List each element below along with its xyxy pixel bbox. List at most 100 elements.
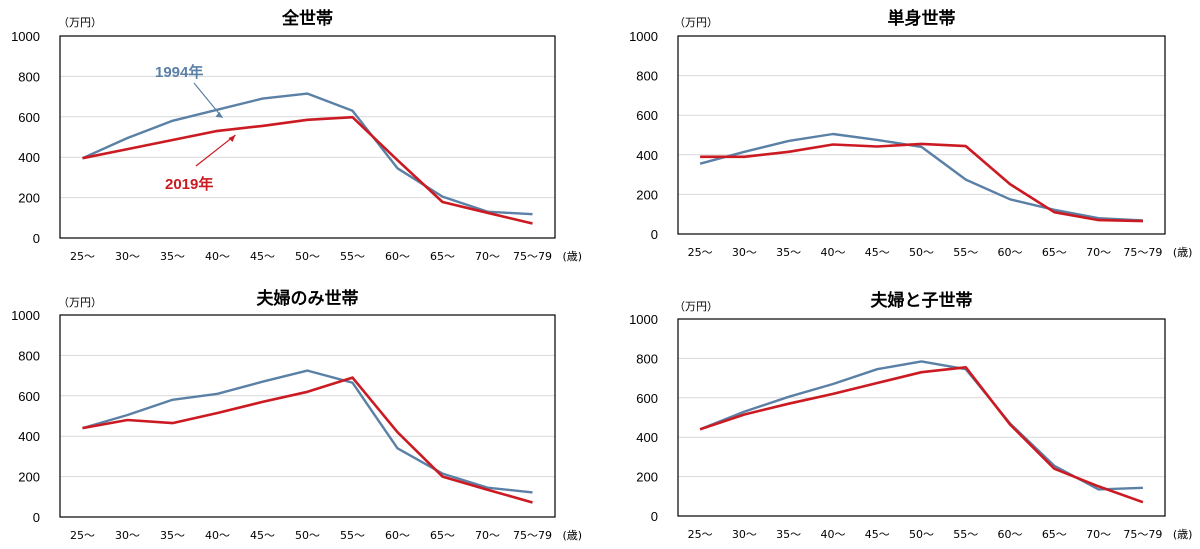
x-tick-label: 65～ (430, 529, 455, 542)
x-tick-label: 75～79 (513, 529, 552, 542)
x-tick-label: 25～ (70, 529, 95, 542)
x-tick-label: 60～ (998, 528, 1023, 541)
chart-svg: 夫婦のみ世帯 （万円） 0 200 400 600 800 1000 25～ 30～ 35～ 40～ 4… (11, 288, 583, 542)
y-unit-label: （万円） (58, 16, 102, 29)
x-tick-label: 35～ (776, 528, 801, 541)
y-tick-label: 600 (18, 389, 40, 404)
y-tick-label: 800 (18, 348, 40, 363)
series-line-1994 (82, 92, 533, 216)
plot-frame (59, 35, 556, 239)
y-tick-label: 800 (636, 351, 658, 366)
plot-frame (59, 314, 556, 518)
chart-all-households: 全世帯 （万円） 0 200 400 600 800 1000 25～ 30～ 35～ 40～ 45～ 5… (0, 0, 600, 270)
x-tick-label: 30～ (732, 528, 757, 541)
y-tick-label: 600 (18, 110, 40, 125)
x-tick-label: 40～ (205, 529, 230, 542)
x-tick-label: 60～ (385, 250, 410, 263)
x-tick-label: 50～ (909, 246, 934, 259)
svg-text:1994年: 1994年 (155, 63, 203, 81)
x-tick-label: 25～ (688, 528, 713, 541)
x-tick-label: 65～ (1042, 246, 1067, 259)
chart-couple-only-households: 夫婦のみ世帯 （万円） 0 200 400 600 800 1000 25～ 30～ 35～ 40～ 4… (0, 282, 600, 549)
series-line-2019 (82, 115, 533, 225)
chart-couple-with-children-households: 夫婦と子世帯 （万円） 0 200 400 600 800 1000 25～ 30～ 35～ 40～ 4… (610, 282, 1200, 549)
y-tick-label: 1000 (629, 312, 658, 327)
x-tick-label: 75～79 (1123, 528, 1162, 541)
x-tick-label: 45～ (865, 528, 890, 541)
x-tick-label: 40～ (205, 250, 230, 263)
chart-title: 全世帯 (281, 8, 333, 29)
x-tick-label: 55～ (953, 246, 978, 259)
series-line-1994 (699, 132, 1143, 222)
x-tick-label: 25～ (688, 246, 713, 259)
series-line-2019 (82, 376, 533, 504)
x-tick-label: 30～ (115, 250, 140, 263)
x-tick-label: 25～ (70, 250, 95, 263)
x-unit-label: (歳) (563, 529, 583, 542)
y-tick-label: 0 (33, 231, 40, 246)
x-tick-label: 65～ (430, 250, 455, 263)
chart-title: 夫婦と子世帯 (871, 290, 973, 311)
series-line-2019 (699, 366, 1144, 504)
x-tick-label: 70～ (1086, 528, 1111, 541)
x-tick-label: 60～ (998, 246, 1023, 259)
plot-frame (677, 318, 1166, 517)
x-tick-label: 75～79 (1123, 246, 1162, 259)
y-tick-label: 200 (18, 191, 40, 206)
x-tick-label: 35～ (776, 246, 801, 259)
x-tick-label: 55～ (953, 528, 978, 541)
y-tick-label: 400 (18, 150, 40, 165)
x-tick-label: 60～ (385, 529, 410, 542)
x-tick-label: 50～ (295, 250, 320, 263)
y-tick-label: 400 (18, 429, 40, 444)
y-tick-label: 0 (651, 227, 658, 242)
y-tick-label: 0 (33, 510, 40, 525)
y-unit-label: （万円） (58, 296, 102, 309)
x-tick-label: 50～ (295, 529, 320, 542)
y-tick-label: 200 (636, 187, 658, 202)
chart-title: 単身世帯 (888, 8, 956, 29)
y-tick-label: 800 (18, 69, 40, 84)
x-tick-label: 30～ (732, 246, 757, 259)
y-unit-label: （万円） (674, 300, 718, 313)
x-tick-label: 35～ (160, 250, 185, 263)
x-tick-label: 70～ (475, 529, 500, 542)
x-tick-label: 65～ (1042, 528, 1067, 541)
chart-single-households: 単身世帯 （万円） 0 200 400 600 800 1000 25～ 30～ 35～ 40～ 45～… (610, 0, 1200, 270)
x-tick-label: 40～ (820, 528, 845, 541)
y-unit-label: （万円） (674, 16, 718, 29)
y-tick-label: 200 (636, 470, 658, 485)
x-tick-label: 75～79 (513, 250, 552, 263)
y-tick-label: 1000 (629, 29, 658, 44)
y-tick-label: 400 (636, 430, 658, 445)
x-tick-label: 35～ (160, 529, 185, 542)
annotation-1994: 1994年 (155, 63, 223, 119)
x-tick-label: 55～ (340, 529, 365, 542)
x-unit-label: (歳) (563, 250, 583, 263)
chart-svg: 全世帯 （万円） 0 200 400 600 800 1000 25～ 30～ 35～ 40～ 45～ 5… (11, 8, 583, 263)
plot-frame (677, 35, 1166, 235)
series-line-1994 (699, 360, 1143, 491)
x-unit-label: (歳) (1173, 528, 1193, 541)
y-tick-label: 1000 (11, 308, 40, 323)
x-tick-label: 55～ (340, 250, 365, 263)
x-tick-label: 45～ (250, 250, 275, 263)
x-tick-label: 45～ (250, 529, 275, 542)
chart-title: 夫婦のみ世帯 (257, 288, 359, 309)
x-tick-label: 70～ (475, 250, 500, 263)
series-line-2019 (700, 142, 1143, 223)
x-tick-label: 70～ (1086, 246, 1111, 259)
chart-svg: 夫婦と子世帯 （万円） 0 200 400 600 800 1000 25～ 30～ 35～ 40～ 4… (629, 290, 1193, 541)
y-tick-label: 400 (636, 148, 658, 163)
x-tick-label: 40～ (820, 246, 845, 259)
series-line-1994 (82, 369, 533, 494)
y-tick-label: 1000 (11, 29, 40, 44)
x-tick-label: 50～ (909, 528, 934, 541)
x-unit-label: (歳) (1173, 246, 1193, 259)
svg-text:2019年: 2019年 (165, 175, 213, 193)
y-tick-label: 600 (636, 391, 658, 406)
y-tick-label: 0 (651, 509, 658, 524)
y-tick-label: 800 (636, 69, 658, 84)
y-tick-label: 600 (636, 108, 658, 123)
annotation-2019: 2019年 (165, 134, 236, 193)
